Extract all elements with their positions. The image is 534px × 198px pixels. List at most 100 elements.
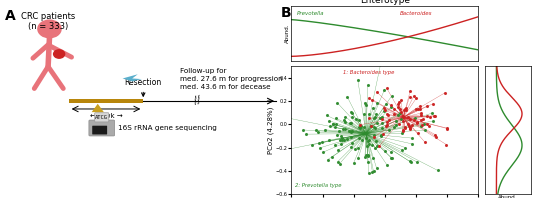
Point	[377, 135, 386, 138]
Point	[397, 110, 405, 113]
Point	[370, 116, 379, 119]
Point	[334, 148, 343, 151]
Point	[378, 126, 387, 129]
Text: Resection: Resection	[124, 78, 162, 87]
Point	[395, 123, 403, 126]
Point	[429, 115, 438, 118]
Point	[365, 142, 373, 145]
Text: 16S rRNA gene sequencing: 16S rRNA gene sequencing	[119, 125, 217, 131]
Point	[356, 126, 364, 129]
Point	[401, 127, 410, 130]
Point	[417, 118, 425, 121]
Point	[431, 133, 439, 136]
Point	[334, 160, 342, 163]
Title: Enterotype: Enterotype	[359, 0, 410, 5]
Text: CRC patients: CRC patients	[21, 12, 75, 21]
Point	[360, 155, 369, 158]
Point	[364, 140, 372, 143]
Point	[370, 117, 378, 120]
Text: ATCG: ATCG	[95, 115, 108, 120]
Point	[336, 142, 345, 145]
Point	[362, 137, 371, 140]
Point	[401, 108, 410, 111]
Point	[434, 169, 442, 172]
Point	[373, 102, 381, 105]
Point	[375, 144, 383, 147]
Point	[418, 124, 427, 127]
Point	[422, 105, 431, 108]
Point	[337, 138, 346, 142]
Point	[406, 125, 415, 129]
Point	[395, 100, 403, 104]
Point	[415, 104, 424, 108]
Polygon shape	[123, 74, 142, 81]
Point	[390, 126, 399, 129]
Point	[406, 126, 414, 129]
Point	[364, 160, 372, 163]
Point	[410, 119, 419, 122]
Point	[407, 136, 416, 140]
Point	[360, 101, 369, 104]
Point	[343, 138, 351, 141]
Point	[341, 115, 350, 118]
Point	[345, 122, 354, 125]
Point	[401, 107, 410, 110]
Point	[410, 94, 418, 98]
Point	[325, 139, 333, 142]
Point	[423, 115, 431, 118]
Point	[397, 117, 406, 120]
Point	[355, 137, 363, 140]
Point	[332, 116, 340, 120]
Point	[420, 129, 429, 132]
Point	[370, 125, 378, 128]
Point	[420, 140, 429, 143]
Point	[369, 170, 378, 173]
Point	[417, 124, 425, 127]
Point	[359, 125, 368, 129]
Text: B: B	[280, 6, 291, 20]
Point	[413, 120, 421, 123]
Point	[328, 123, 337, 126]
Point	[337, 137, 346, 140]
Point	[343, 95, 351, 99]
Point	[372, 140, 380, 143]
Point	[441, 91, 449, 94]
Point	[365, 113, 373, 116]
Point	[398, 114, 407, 117]
Text: 1: Bacteroides type: 1: Bacteroides type	[343, 70, 394, 75]
Point	[364, 83, 372, 87]
Point	[399, 115, 407, 118]
FancyBboxPatch shape	[92, 126, 107, 134]
Point	[405, 124, 413, 128]
Point	[320, 128, 329, 131]
Point	[412, 107, 420, 110]
Point	[395, 111, 404, 114]
Point	[323, 114, 331, 117]
Point	[318, 140, 326, 144]
Text: Bacteroides: Bacteroides	[399, 11, 432, 16]
Point	[398, 120, 407, 123]
Point	[326, 125, 334, 128]
Point	[401, 146, 410, 149]
Point	[386, 150, 395, 153]
Point	[331, 123, 340, 126]
Point	[375, 117, 384, 120]
Point	[335, 162, 344, 165]
Point	[329, 123, 337, 126]
Point	[337, 134, 345, 137]
Point	[389, 112, 398, 116]
Point	[404, 116, 412, 119]
Point	[432, 135, 441, 138]
Point	[355, 118, 363, 121]
Point	[378, 115, 386, 118]
Point	[348, 115, 356, 118]
Point	[365, 117, 373, 120]
Point	[387, 104, 396, 107]
Point	[347, 136, 356, 139]
Point	[407, 142, 416, 146]
Point	[316, 146, 324, 149]
Text: A: A	[5, 9, 16, 23]
Point	[387, 156, 396, 159]
Point	[414, 107, 422, 110]
Point	[368, 157, 377, 160]
